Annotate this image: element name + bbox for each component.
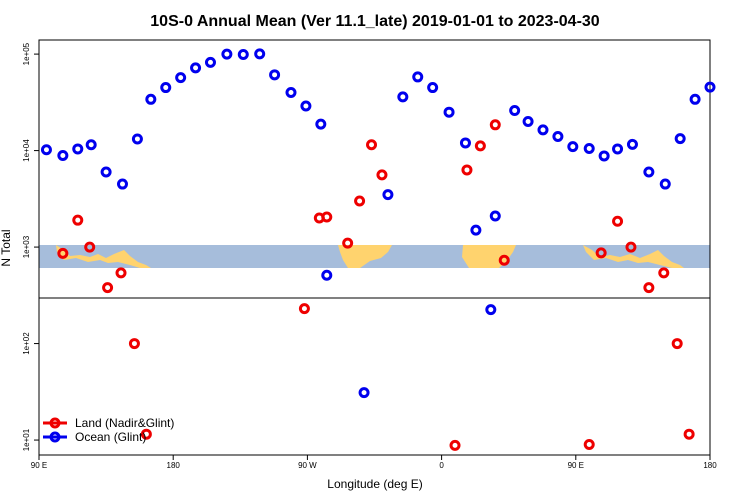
ocean-point bbox=[72, 143, 84, 155]
y-axis-label: N Total bbox=[0, 229, 13, 266]
ocean-point bbox=[522, 116, 534, 128]
land-point bbox=[84, 241, 96, 253]
landmass-maritime-continent-left bbox=[56, 245, 151, 268]
ocean-point bbox=[300, 100, 312, 112]
land-point bbox=[474, 140, 486, 152]
land-point bbox=[683, 428, 695, 440]
ocean-point bbox=[100, 166, 112, 178]
ocean-point bbox=[489, 210, 501, 222]
world-map-strip bbox=[39, 245, 710, 268]
land-point bbox=[595, 247, 607, 259]
ocean-point bbox=[704, 81, 716, 93]
land-point bbox=[658, 267, 670, 279]
ocean-point bbox=[567, 141, 579, 153]
land-point bbox=[321, 211, 333, 223]
y-tick-label: 1e+02 bbox=[22, 332, 31, 355]
ocean-point bbox=[358, 387, 370, 399]
x-tick-label: 180 bbox=[167, 461, 181, 470]
ocean-point bbox=[237, 49, 249, 61]
land-point bbox=[354, 195, 366, 207]
land-point bbox=[342, 237, 354, 249]
legend-land-swatch-marker bbox=[49, 417, 61, 429]
y-tick-label: 1e+03 bbox=[22, 235, 31, 258]
land-point bbox=[612, 215, 624, 227]
land-point bbox=[625, 241, 637, 253]
data-points bbox=[40, 48, 716, 451]
ocean-point bbox=[382, 189, 394, 201]
ocean-point bbox=[509, 105, 521, 117]
ocean-point bbox=[659, 178, 671, 190]
ocean-point bbox=[321, 269, 333, 281]
land-point bbox=[671, 338, 683, 350]
x-axis-label: Longitude (deg E) bbox=[327, 477, 422, 491]
ocean-point bbox=[117, 178, 129, 190]
ocean-point bbox=[470, 224, 482, 236]
x-axis: 90 E 180 90 W 0 90 E 180 bbox=[31, 455, 717, 470]
ocean-point bbox=[269, 69, 281, 81]
ocean-point bbox=[57, 149, 69, 161]
land-point bbox=[102, 282, 114, 294]
chart-title: 10S-0 Annual Mean (Ver 11.1_late) 2019-0… bbox=[150, 13, 600, 30]
landmass-americas bbox=[338, 245, 392, 268]
ocean-point bbox=[40, 144, 52, 156]
ocean-point bbox=[552, 130, 564, 142]
land-point bbox=[115, 267, 127, 279]
ocean-point bbox=[175, 72, 187, 84]
land-point bbox=[489, 119, 501, 131]
legend-ocean-label: Ocean (Glint) bbox=[75, 430, 146, 444]
legend-land-label: Land (Nadir&Glint) bbox=[75, 416, 174, 430]
ocean-point bbox=[204, 56, 216, 68]
x-tick-label: 0 bbox=[439, 461, 444, 470]
ocean-point bbox=[160, 82, 172, 94]
ocean-point bbox=[412, 71, 424, 83]
y-tick-label: 1e+05 bbox=[22, 42, 31, 65]
x-tick-label: 90 W bbox=[298, 461, 317, 470]
ocean-point bbox=[190, 62, 202, 74]
land-point bbox=[376, 169, 388, 181]
legend: Land (Nadir&Glint) Ocean (Glint) bbox=[43, 416, 174, 444]
land-point bbox=[461, 164, 473, 176]
ocean-point bbox=[315, 118, 327, 130]
landmass-africa bbox=[462, 245, 516, 268]
ocean-point bbox=[598, 150, 610, 162]
plot-frame-lower bbox=[38, 297, 711, 456]
y-tick-label: 1e+01 bbox=[22, 428, 31, 451]
land-point bbox=[498, 254, 510, 266]
land-point bbox=[643, 282, 655, 294]
x-tick-label: 90 E bbox=[568, 461, 584, 470]
land-point bbox=[128, 338, 140, 350]
land-point bbox=[140, 428, 152, 440]
legend-ocean-swatch-marker bbox=[49, 431, 61, 443]
ocean-point bbox=[443, 106, 455, 118]
ocean-point bbox=[221, 48, 233, 60]
land-point bbox=[57, 247, 69, 259]
ocean-point bbox=[537, 124, 549, 136]
ocean-point bbox=[285, 86, 297, 98]
ocean-point bbox=[131, 133, 143, 145]
y-axis: 1e+01 1e+02 1e+03 1e+04 1e+05 bbox=[22, 42, 39, 451]
ocean-point bbox=[689, 93, 701, 105]
ocean-point bbox=[397, 91, 409, 103]
land-point bbox=[583, 438, 595, 450]
ocean-point bbox=[254, 48, 266, 60]
land-point bbox=[298, 303, 310, 315]
land-point bbox=[72, 214, 84, 226]
landmass-maritime-continent-right bbox=[583, 245, 684, 268]
x-tick-label: 180 bbox=[703, 461, 717, 470]
ocean-point bbox=[485, 304, 497, 316]
ocean-point bbox=[427, 82, 439, 94]
y-tick-label: 1e+04 bbox=[22, 139, 31, 162]
land-point bbox=[366, 139, 378, 151]
ocean-point bbox=[459, 137, 471, 149]
ocean-point bbox=[643, 166, 655, 178]
x-tick-label: 90 E bbox=[31, 461, 47, 470]
ocean-point bbox=[85, 139, 97, 151]
ocean-point bbox=[612, 143, 624, 155]
ocean-point bbox=[626, 138, 638, 150]
ocean-point bbox=[583, 143, 595, 155]
ocean-point bbox=[145, 93, 157, 105]
ocean-point bbox=[674, 133, 686, 145]
land-point bbox=[449, 439, 461, 451]
